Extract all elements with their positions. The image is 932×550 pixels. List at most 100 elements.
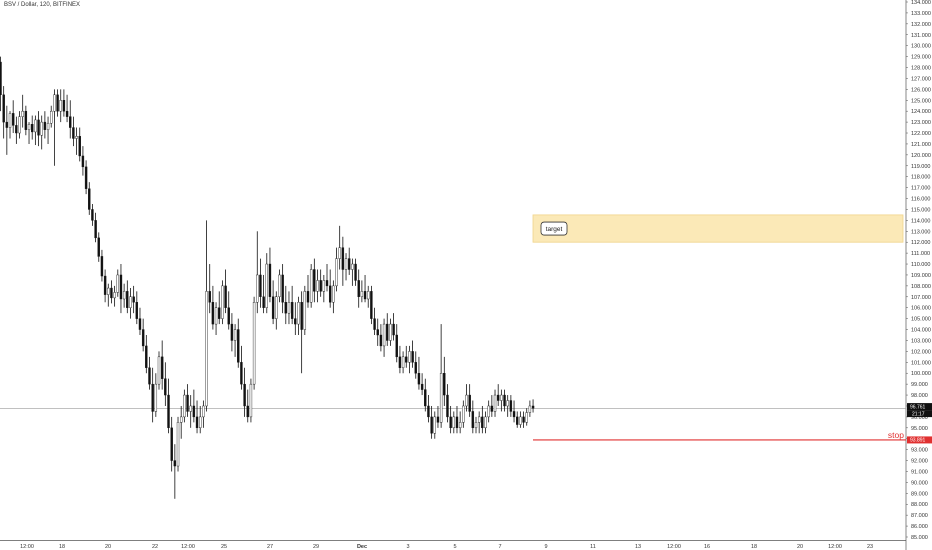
x-tick-label: 20 xyxy=(105,544,111,550)
candle xyxy=(94,212,97,243)
candle xyxy=(246,389,249,423)
candle-body xyxy=(294,318,297,325)
y-tick-label: 128.000 xyxy=(911,66,931,72)
candle-body xyxy=(509,400,513,412)
candle-body xyxy=(208,291,211,303)
candle xyxy=(496,384,500,406)
y-tick-label: 124.000 xyxy=(911,109,931,115)
candle-body xyxy=(40,121,43,136)
candle xyxy=(259,258,262,308)
y-tick-label: 95.000 xyxy=(911,426,928,432)
candle xyxy=(516,411,519,428)
candle-body xyxy=(477,416,481,423)
x-tick-label: 12:00 xyxy=(181,544,195,550)
y-tick-label: 118.000 xyxy=(911,175,930,181)
candle xyxy=(141,318,145,352)
candle-body xyxy=(259,274,262,297)
y-tick-label: 116.000 xyxy=(911,197,930,203)
candle-body xyxy=(348,258,351,270)
candle-body xyxy=(192,405,196,418)
candle xyxy=(31,115,34,140)
candle-body xyxy=(211,302,215,325)
candle xyxy=(183,389,186,423)
candle xyxy=(417,356,421,390)
y-tick-label: 86.000 xyxy=(911,524,928,530)
price-axis[interactable]: 85.000 86.000 87.000 88.000 89.000 90.000 91.0… xyxy=(906,0,932,541)
candle-body xyxy=(433,416,436,434)
candle xyxy=(100,249,104,282)
candle xyxy=(395,324,398,363)
candle-body xyxy=(271,296,275,319)
candle xyxy=(427,395,430,423)
candle-body xyxy=(493,394,497,412)
candle xyxy=(40,115,43,150)
x-tick-label: 22 xyxy=(152,544,158,550)
candle xyxy=(157,351,161,390)
candle xyxy=(199,405,202,434)
candle xyxy=(506,395,509,417)
y-tick-label: 103.000 xyxy=(911,338,931,344)
candle-body xyxy=(262,296,265,308)
candle-body xyxy=(392,323,395,336)
stop-price-value: 93.891 xyxy=(910,438,926,444)
candle xyxy=(316,269,319,303)
candle-body xyxy=(325,280,329,287)
candle xyxy=(290,285,294,325)
candle-body xyxy=(455,416,459,429)
candle xyxy=(344,253,348,281)
candle-body xyxy=(287,302,291,314)
candle xyxy=(84,160,88,195)
candle-body xyxy=(43,121,47,130)
candle-body xyxy=(214,307,218,325)
candle-body xyxy=(376,329,379,336)
candle xyxy=(15,116,18,144)
candle xyxy=(414,351,417,379)
candle-body xyxy=(205,291,208,407)
candle xyxy=(91,203,94,226)
time-axis[interactable]: 12:00 18 20 22 12:00 25 27 29 Dec 3 5 7 9 11 13 12:00 16… xyxy=(20,544,873,550)
candle-body xyxy=(135,302,139,319)
candle-body xyxy=(164,378,167,396)
candle-body xyxy=(116,274,119,293)
candle xyxy=(50,105,53,128)
y-tick-label: 119.000 xyxy=(911,164,930,170)
y-tick-label: 89.000 xyxy=(911,491,928,497)
candle xyxy=(474,416,478,434)
y-tick-label: 107.000 xyxy=(911,295,931,301)
candle-body xyxy=(107,287,110,295)
candle xyxy=(154,373,158,417)
candle xyxy=(392,313,395,341)
candle xyxy=(446,384,449,423)
candle xyxy=(122,283,126,308)
candle-body xyxy=(417,373,421,385)
candle xyxy=(252,296,256,390)
y-tick-label: 99.000 xyxy=(911,382,928,388)
candle xyxy=(449,405,452,434)
candle-body xyxy=(306,291,310,303)
candle xyxy=(477,411,481,434)
candle-body xyxy=(303,291,307,330)
y-tick-label: 120.000 xyxy=(911,153,931,159)
candle xyxy=(325,264,329,292)
candle-body xyxy=(110,287,113,299)
candle-body xyxy=(21,110,24,117)
candle-body xyxy=(132,296,135,303)
candle xyxy=(18,111,21,139)
last-price-value: 96.761 xyxy=(910,404,926,410)
candle xyxy=(519,411,522,428)
candle-body xyxy=(430,416,433,434)
candle xyxy=(411,340,414,368)
target-zone[interactable] xyxy=(532,214,904,243)
candle xyxy=(56,89,59,117)
candle xyxy=(462,400,465,428)
y-tick-label: 121.000 xyxy=(911,142,931,148)
candle-body xyxy=(154,383,158,412)
candle xyxy=(256,231,259,314)
y-tick-label: 102.000 xyxy=(911,349,931,355)
candle xyxy=(164,362,167,406)
candle-body xyxy=(322,280,326,292)
candle-body xyxy=(516,416,519,425)
y-tick-label: 91.000 xyxy=(911,469,928,475)
candle xyxy=(167,378,170,434)
